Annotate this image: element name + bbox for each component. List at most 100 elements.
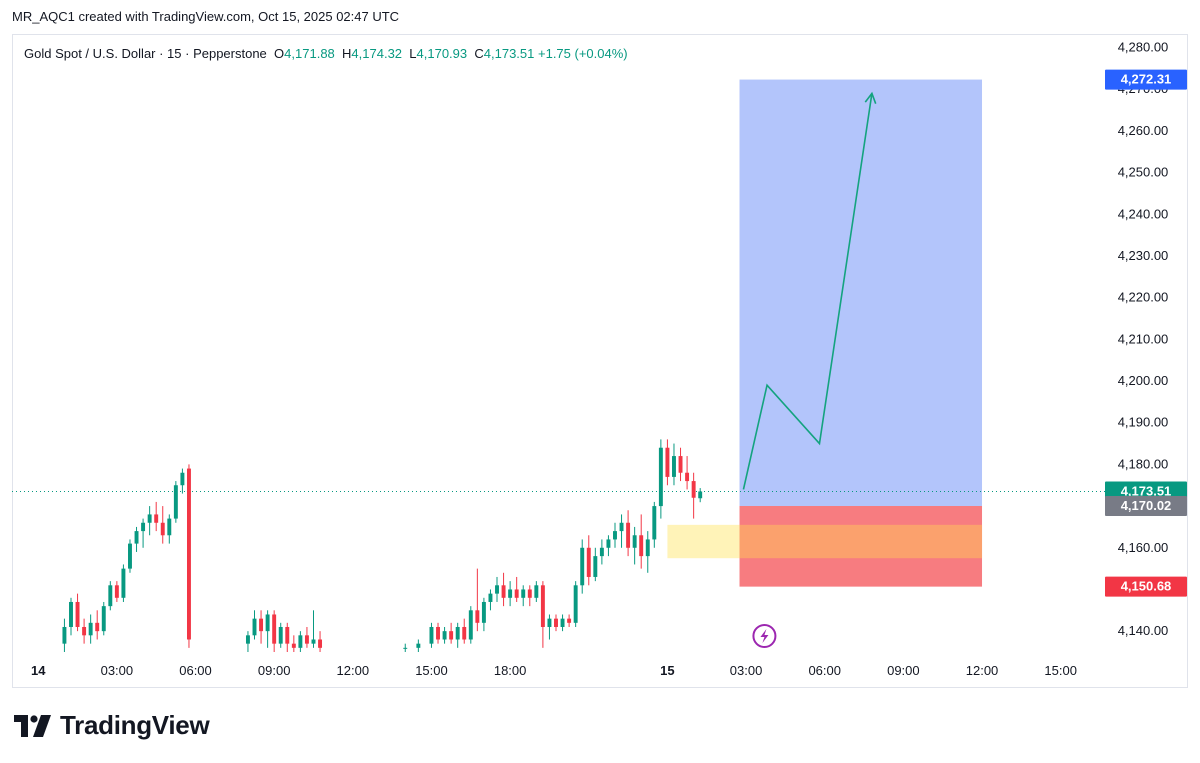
projection-arrow-head	[864, 91, 877, 104]
candle[interactable]	[285, 626, 290, 644]
candle[interactable]	[468, 610, 473, 640]
tradingview-brand[interactable]: TradingView	[14, 710, 210, 741]
candle[interactable]	[521, 589, 526, 598]
x-tick-label: 09:00	[258, 663, 291, 678]
candle[interactable]	[547, 618, 552, 627]
candle[interactable]	[678, 456, 683, 473]
projection-path[interactable]	[742, 93, 873, 490]
candle[interactable]	[75, 601, 80, 627]
y-tick-label: 4,200.00	[1118, 373, 1169, 388]
candle[interactable]	[685, 472, 690, 482]
candle[interactable]	[88, 622, 93, 636]
candle[interactable]	[154, 514, 159, 523]
candle[interactable]	[481, 601, 486, 623]
candle[interactable]	[645, 539, 650, 557]
candle[interactable]	[62, 626, 67, 644]
candle[interactable]	[527, 589, 532, 598]
candle[interactable]	[613, 531, 617, 540]
target-zone[interactable]	[739, 79, 983, 507]
candle[interactable]	[318, 639, 323, 648]
candle[interactable]	[488, 593, 493, 602]
candle[interactable]	[259, 618, 264, 632]
price-label-target[interactable]	[1105, 69, 1187, 90]
candle[interactable]	[619, 522, 624, 532]
candle[interactable]	[245, 635, 250, 644]
candle[interactable]	[252, 618, 257, 636]
candle[interactable]	[436, 626, 440, 640]
candle[interactable]	[186, 468, 191, 640]
y-tick-label: 4,160.00	[1118, 540, 1169, 555]
candle[interactable]	[580, 547, 585, 586]
candle[interactable]	[121, 568, 126, 598]
demand-zone[interactable]	[667, 524, 740, 559]
brand-name: TradingView	[60, 710, 210, 740]
candle[interactable]	[672, 456, 676, 477]
candle[interactable]	[593, 556, 598, 577]
candle[interactable]	[462, 626, 467, 640]
price-change: +1.75 (+0.04%)	[538, 46, 628, 61]
candle[interactable]	[278, 626, 283, 644]
price-label-entry[interactable]	[1105, 496, 1187, 517]
candle[interactable]	[554, 618, 558, 627]
candle[interactable]	[95, 622, 100, 632]
candle[interactable]	[606, 539, 611, 548]
candle[interactable]	[540, 585, 545, 627]
y-tick-label: 4,210.00	[1118, 331, 1169, 346]
candle[interactable]	[82, 626, 87, 636]
candle[interactable]	[265, 614, 270, 632]
candle[interactable]	[173, 485, 178, 519]
candle[interactable]	[658, 447, 663, 507]
y-tick-label: 4,240.00	[1118, 206, 1169, 221]
candle[interactable]	[442, 631, 447, 640]
candle[interactable]	[167, 518, 172, 536]
candle[interactable]	[160, 522, 165, 536]
candle[interactable]	[141, 522, 146, 532]
candle[interactable]	[108, 585, 113, 607]
candle[interactable]	[665, 447, 670, 477]
symbol-title[interactable]: Gold Spot / U.S. Dollar · 15 · Peppersto…	[24, 46, 267, 61]
candle[interactable]	[573, 585, 578, 623]
candle[interactable]	[128, 543, 132, 569]
candle[interactable]	[272, 614, 277, 644]
candle[interactable]	[298, 635, 303, 648]
candle[interactable]	[455, 626, 460, 640]
candle[interactable]	[291, 643, 296, 648]
candle[interactable]	[180, 472, 185, 486]
candle[interactable]	[449, 631, 454, 640]
candle[interactable]	[311, 639, 316, 644]
candle[interactable]	[475, 610, 480, 623]
created-by-caption: MR_AQC1 created with TradingView.com, Oc…	[12, 9, 400, 24]
candle[interactable]	[429, 626, 434, 644]
candle[interactable]	[599, 547, 604, 557]
candle[interactable]	[652, 506, 657, 540]
price-label-text: 4,173.51	[1121, 483, 1172, 498]
candle[interactable]	[560, 618, 565, 627]
candle[interactable]	[567, 618, 572, 623]
candle[interactable]	[304, 635, 309, 644]
y-tick-label: 4,180.00	[1118, 456, 1169, 471]
candle[interactable]	[69, 601, 73, 627]
candle[interactable]	[495, 585, 499, 594]
candle[interactable]	[114, 585, 119, 598]
candle[interactable]	[534, 585, 539, 598]
y-tick-label: 4,250.00	[1118, 165, 1169, 180]
tradingview-logo-icon	[14, 714, 51, 737]
candle[interactable]	[147, 514, 152, 523]
candle[interactable]	[416, 643, 421, 648]
candle[interactable]	[514, 589, 519, 598]
candle[interactable]	[626, 522, 631, 548]
price-label-stop[interactable]	[1105, 576, 1187, 597]
candle[interactable]	[632, 535, 637, 548]
candle[interactable]	[134, 531, 139, 544]
candle[interactable]	[639, 535, 644, 557]
candle[interactable]	[101, 606, 106, 632]
candle[interactable]	[508, 589, 513, 598]
candle[interactable]	[586, 547, 591, 577]
entry-zone[interactable]	[739, 524, 983, 559]
candle[interactable]	[501, 585, 506, 598]
candle[interactable]	[698, 491, 703, 499]
x-tick-label: 06:00	[808, 663, 841, 678]
candle[interactable]	[691, 481, 696, 498]
candle[interactable]	[403, 647, 408, 649]
